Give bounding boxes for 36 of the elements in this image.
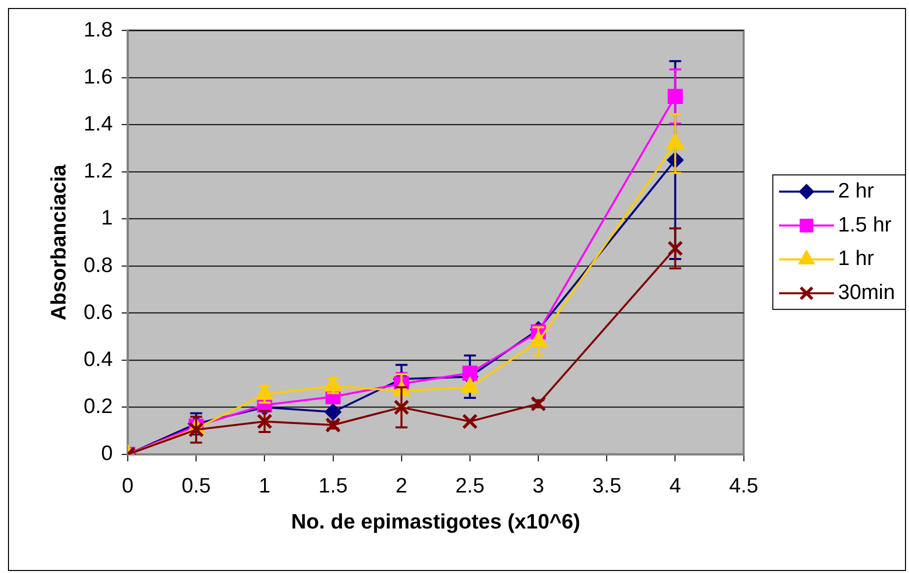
x-tick-label: 1.5 [318, 474, 348, 498]
y-tick-label: 1 [101, 206, 113, 230]
x-tick-label: 0.5 [182, 474, 211, 498]
point [188, 422, 204, 438]
x-tick-label: 4 [669, 474, 682, 498]
x-tick-label: 2.5 [455, 474, 484, 498]
y-tick-label: 0.4 [84, 348, 114, 371]
y-tick-label: 1.6 [84, 65, 113, 88]
point [462, 414, 478, 430]
x-tick-label: 1 [258, 474, 270, 498]
y-tick-label: 1.8 [84, 18, 113, 42]
legend-label: 30min [838, 281, 895, 304]
x-tick-label: 3.5 [592, 474, 622, 498]
x-tick-label: 3 [532, 474, 544, 498]
y-tick-label: 0.8 [84, 254, 113, 277]
point [324, 404, 342, 420]
x-tick-label: 4.5 [729, 474, 758, 498]
y-tick-label: 0.2 [84, 395, 113, 418]
point [530, 396, 546, 412]
point [667, 240, 684, 256]
x-axis-title: No. de epimastigotes (x10^6) [291, 510, 580, 534]
y-axis-title: Absorbanciacia [47, 164, 70, 320]
point [256, 414, 272, 430]
y-tick-label: 1.2 [84, 160, 113, 183]
x-tick-label: 0 [122, 474, 134, 498]
y-tick-label: 0.6 [84, 300, 113, 324]
legend-label: 1.5 hr [838, 213, 892, 236]
point [394, 399, 410, 416]
point [668, 88, 683, 104]
point [462, 366, 478, 381]
legend-label: 2 hr [838, 179, 874, 202]
x-tick-label: 2 [396, 474, 408, 498]
point [325, 417, 341, 433]
legend-label: 1 hr [838, 247, 874, 270]
y-tick-label: 0 [101, 442, 113, 466]
y-tick-label: 1.4 [84, 112, 114, 136]
